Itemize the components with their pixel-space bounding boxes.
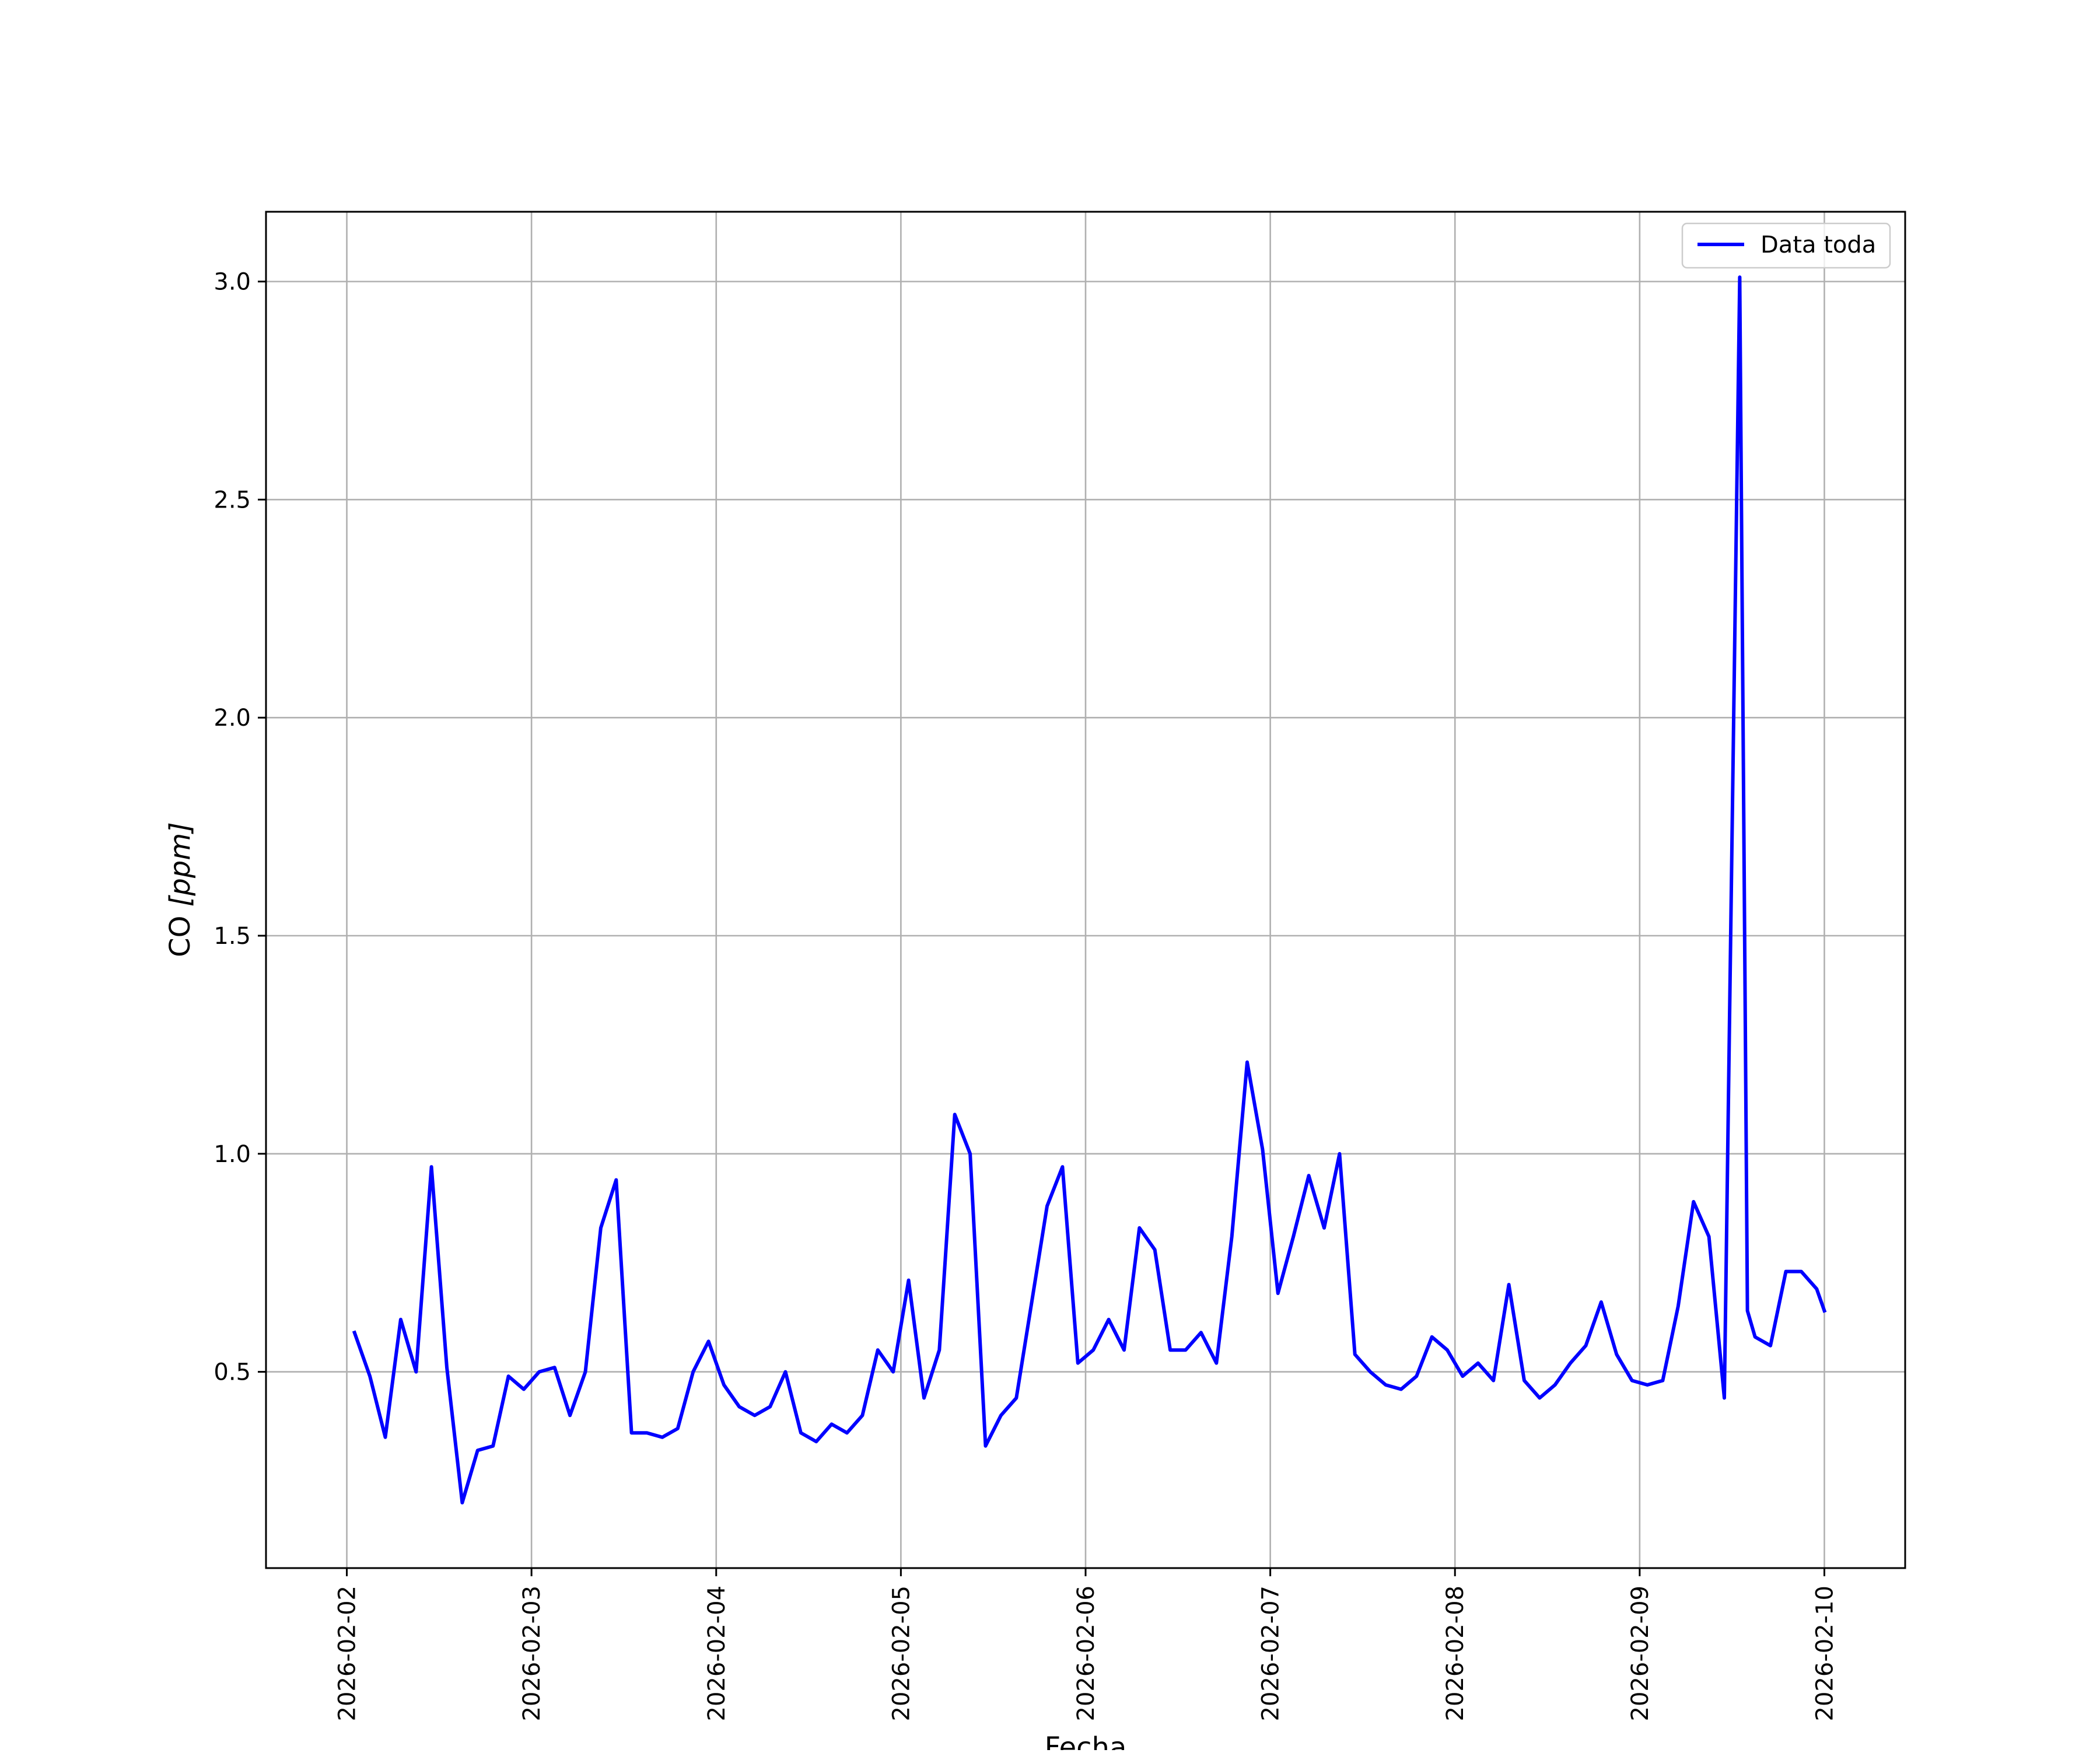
x-tick-label: 2026-02-04 xyxy=(704,1586,730,1721)
x-tick-label: 2026-02-06 xyxy=(1073,1586,1100,1721)
x-tick-label: 2026-02-03 xyxy=(519,1586,545,1721)
series-line xyxy=(352,275,1827,1504)
series-layer xyxy=(352,275,1827,1504)
legend: Data toda xyxy=(1681,222,1891,269)
y-axis-title: CO [ppm] xyxy=(164,822,197,957)
x-tick-label: 2026-02-08 xyxy=(1442,1586,1469,1721)
y-tick-label: 1.5 xyxy=(214,923,251,950)
y-tick-label: 3.0 xyxy=(214,269,251,296)
x-tick-label: 2026-02-07 xyxy=(1258,1586,1284,1721)
y-tick-label: 0.5 xyxy=(214,1359,251,1386)
x-axis-title: Fecha xyxy=(1045,1731,1127,1750)
y-axis-title-unit: [ppm] xyxy=(164,822,197,907)
ticks: 2026-02-02 2026-02-03 2026-02-04 2026-02-05… xyxy=(214,269,1838,1721)
x-tick-label: 2026-02-10 xyxy=(1811,1586,1838,1721)
legend-frame xyxy=(1681,222,1891,269)
x-tick-label: 2026-02-09 xyxy=(1627,1586,1654,1721)
y-tick-label: 2.0 xyxy=(214,705,251,732)
x-tick-label: 2026-02-05 xyxy=(888,1586,915,1721)
y-tick-label: 1.0 xyxy=(214,1141,251,1168)
legend-label: Data toda xyxy=(1760,232,1876,258)
grid xyxy=(266,212,1905,1568)
x-tick-label: 2026-02-02 xyxy=(334,1586,361,1721)
y-axis-title-text: CO xyxy=(164,907,197,957)
y-tick-label: 2.5 xyxy=(214,487,251,513)
